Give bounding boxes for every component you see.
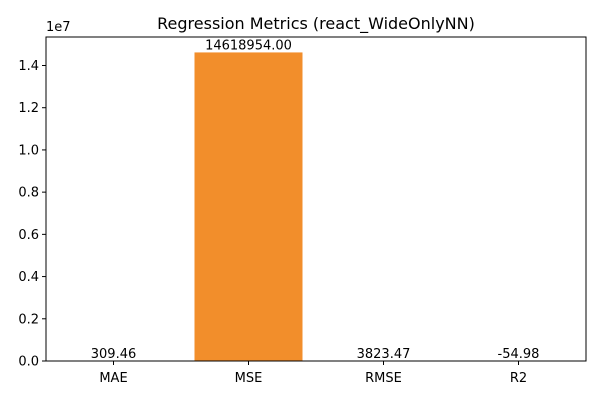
bar-mse [194, 52, 303, 362]
y-axis: 0.0 0.2 0.4 0.6 0.8 1.0 1.2 1.4 [18, 59, 46, 370]
data-label-r2: -54.98 [498, 347, 540, 362]
y-tick-label: 0.8 [18, 186, 39, 201]
bars-group [59, 52, 438, 362]
y-tick-label: 0.4 [18, 270, 39, 285]
y-axis-offset-label: 1e7 [46, 20, 71, 35]
x-tick-label-rmse: RMSE [365, 371, 402, 386]
data-label-rmse: 3823.47 [357, 347, 411, 362]
plot-frame [45, 36, 587, 362]
y-tick-label: 1.4 [18, 59, 39, 74]
x-tick-label-mae: MAE [99, 371, 127, 386]
x-axis: MAE MSE RMSE R2 [99, 361, 527, 386]
x-tick-label-mse: MSE [235, 371, 263, 386]
y-tick-label: 1.0 [18, 143, 39, 158]
x-tick-label-r2: R2 [510, 371, 527, 386]
data-labels-group: 309.46 14618954.00 3823.47 -54.98 [91, 38, 540, 362]
y-tick-label: 1.2 [18, 101, 39, 116]
y-tick-label: 0.2 [18, 312, 39, 327]
y-tick-label: 0.6 [18, 228, 39, 243]
data-label-mse: 14618954.00 [205, 38, 292, 53]
y-tick-label: 0.0 [18, 355, 39, 370]
data-label-mae: 309.46 [91, 347, 137, 362]
chart-title: Regression Metrics (react_WideOnlyNN) [157, 14, 475, 34]
